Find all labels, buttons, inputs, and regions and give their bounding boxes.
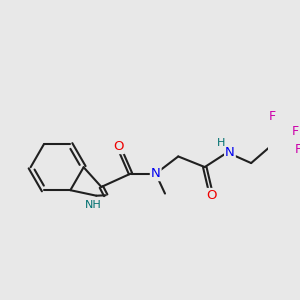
Text: F: F bbox=[295, 143, 300, 156]
Text: N: N bbox=[225, 146, 235, 159]
Text: N: N bbox=[151, 167, 160, 180]
Text: NH: NH bbox=[85, 200, 102, 210]
Text: H: H bbox=[217, 138, 225, 148]
Text: O: O bbox=[113, 140, 124, 153]
Text: F: F bbox=[269, 110, 276, 123]
Text: F: F bbox=[292, 125, 299, 138]
Text: O: O bbox=[206, 189, 217, 202]
